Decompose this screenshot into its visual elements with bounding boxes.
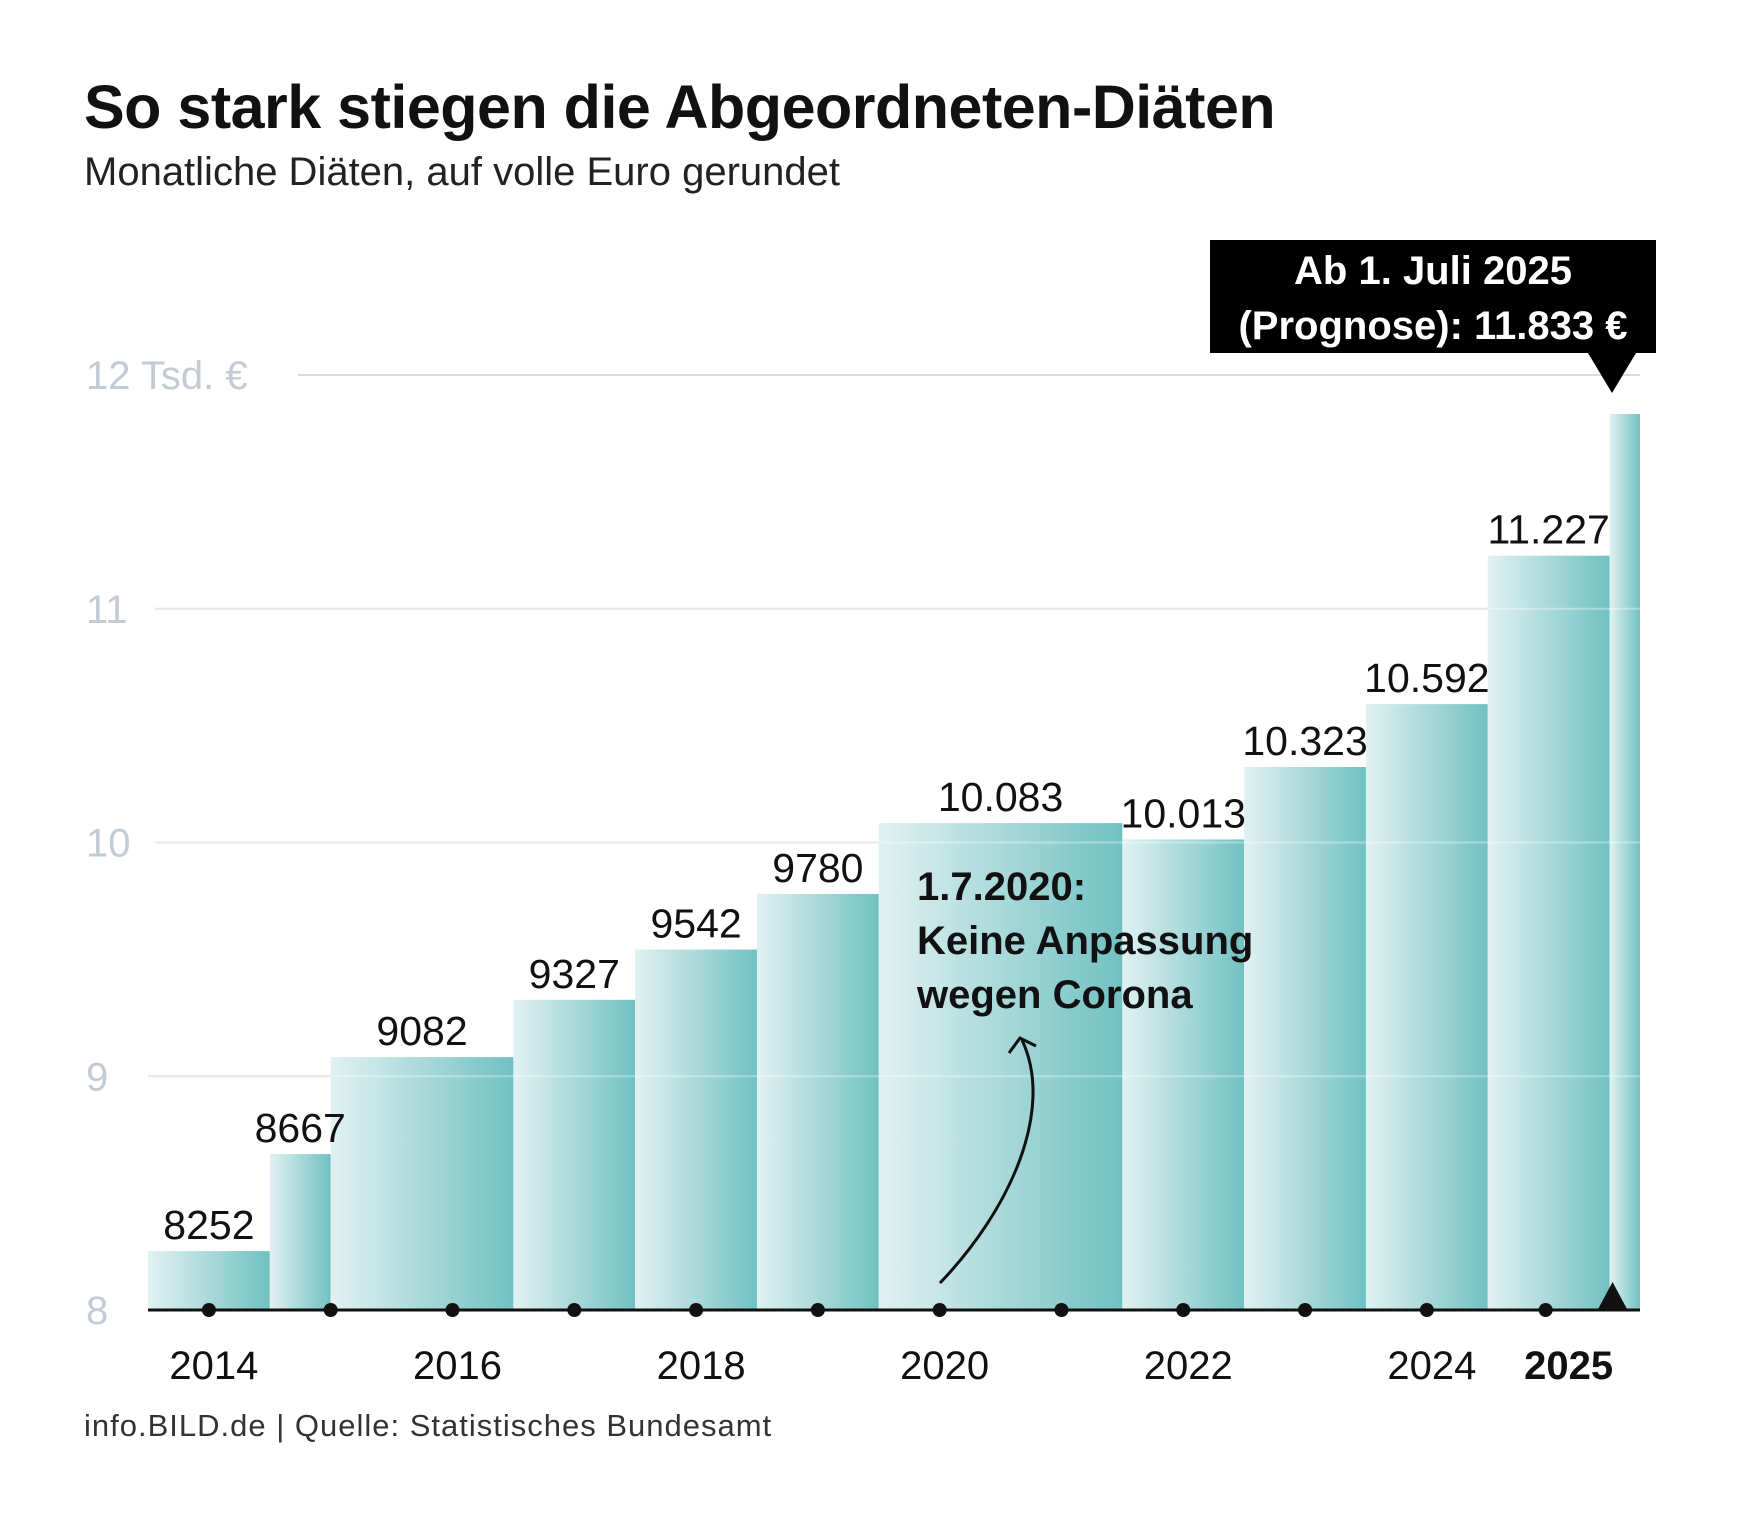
step-bar bbox=[635, 949, 757, 1310]
value-label: 8252 bbox=[163, 1202, 254, 1248]
y-tick-label: 10 bbox=[86, 822, 131, 866]
value-label: 9327 bbox=[529, 951, 620, 997]
callout-text-line: Ab 1. Juli 2025 bbox=[1294, 249, 1572, 293]
step-bar bbox=[1122, 839, 1245, 1310]
year-marker-dot bbox=[445, 1303, 460, 1317]
y-tick-label: 9 bbox=[86, 1055, 108, 1099]
value-label: 10.592 bbox=[1364, 655, 1489, 701]
step-bar bbox=[1487, 555, 1610, 1310]
value-label: 9780 bbox=[772, 845, 863, 891]
step-bar bbox=[878, 823, 1123, 1310]
value-label: 10.083 bbox=[938, 774, 1063, 820]
step-bar bbox=[269, 1154, 331, 1310]
x-tick-label: 2016 bbox=[413, 1344, 502, 1388]
x-tick-label: 2020 bbox=[900, 1344, 989, 1388]
step-bar bbox=[330, 1057, 514, 1310]
step-bar bbox=[1609, 414, 1640, 1310]
x-tick-label: 2018 bbox=[657, 1344, 746, 1388]
value-labels: 8252 8667 9082 9327 9542 9780 10.083 10.013 10.3… bbox=[163, 507, 1610, 1248]
callout-pointer bbox=[1588, 353, 1636, 393]
value-label: 10.013 bbox=[1121, 790, 1246, 836]
year-marker-dot bbox=[323, 1303, 338, 1317]
step-bar bbox=[513, 999, 636, 1310]
value-label: 10.323 bbox=[1242, 718, 1367, 764]
y-tick-label: 12 Tsd. € bbox=[86, 354, 248, 398]
year-marker-dot bbox=[689, 1303, 704, 1317]
year-marker-dot bbox=[932, 1303, 947, 1317]
year-marker-dot bbox=[201, 1303, 216, 1317]
x-tick-label: 2014 bbox=[169, 1344, 258, 1388]
x-tick-label: 2022 bbox=[1144, 1344, 1233, 1388]
year-marker-dot bbox=[1176, 1303, 1191, 1317]
callout-box bbox=[1210, 240, 1656, 353]
x-tick-label: 2024 bbox=[1387, 1344, 1476, 1388]
annotation-text-line: 1.7.2020: bbox=[917, 865, 1086, 909]
value-label: 9082 bbox=[376, 1008, 467, 1054]
step-bar bbox=[148, 1251, 270, 1310]
x-axis: 2014 2016 2018 2020 2022 2024 2025 bbox=[148, 1282, 1640, 1388]
annotation-text-line: Keine Anpassung bbox=[917, 919, 1253, 963]
x-tick-label: 2025 bbox=[1524, 1344, 1613, 1388]
year-marker-dot bbox=[1054, 1303, 1069, 1317]
annotation-text-line: wegen Corona bbox=[916, 973, 1193, 1017]
year-marker-dot bbox=[810, 1303, 825, 1317]
annotation-arrowhead bbox=[1007, 1036, 1037, 1054]
current-marker-triangle bbox=[1597, 1282, 1628, 1310]
year-marker-dot bbox=[567, 1303, 582, 1317]
step-bar bbox=[1244, 766, 1366, 1310]
source-note: info.BILD.de | Quelle: Statistisches Bun… bbox=[84, 1408, 773, 1443]
value-label: 8667 bbox=[255, 1105, 346, 1151]
area-layer bbox=[148, 414, 1640, 1310]
year-marker-dot bbox=[1419, 1303, 1434, 1317]
callout-text-line: (Prognose): 11.833 € bbox=[1238, 304, 1627, 348]
y-tick-label: 11 bbox=[86, 588, 128, 632]
annotation-arrow bbox=[938, 1039, 1035, 1285]
chart-subtitle: Monatliche Diäten, auf volle Euro gerund… bbox=[84, 150, 841, 194]
chart-title: So stark stiegen die Abgeordneten-Diäten bbox=[84, 73, 1276, 141]
year-marker-dot bbox=[1538, 1303, 1553, 1317]
value-label: 11.227 bbox=[1487, 507, 1609, 553]
step-bar bbox=[1365, 704, 1488, 1310]
annotation-layer: Ab 1. Juli 2025 (Prognose): 11.833 € 1.7.2… bbox=[916, 240, 1656, 1285]
step-bar bbox=[756, 893, 879, 1310]
value-label: 9542 bbox=[650, 901, 741, 947]
year-marker-dot bbox=[1298, 1303, 1313, 1317]
y-tick-label: 8 bbox=[86, 1289, 108, 1333]
